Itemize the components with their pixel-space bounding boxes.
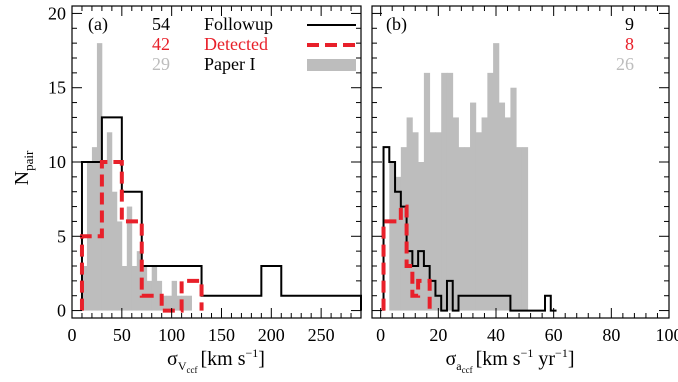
y-tick-label: 0 [57, 301, 66, 321]
panel-a-paper1-bars [81, 43, 192, 311]
paper1-bar [441, 72, 448, 311]
paper1-bar [126, 206, 133, 311]
x-tick-label: 0 [68, 325, 77, 345]
paper1-bar [435, 132, 442, 311]
panel-b: 0 20 40 60 80 100 (b) 9 8 26 σaccf [km s−1 yr−… [371, 5, 678, 375]
x-tick-label: 60 [545, 325, 563, 345]
x-tick-label: 150 [208, 325, 235, 345]
panel-b-count-followup: 9 [625, 14, 634, 34]
x-tick-label: 100 [656, 325, 678, 345]
paper1-bar [475, 132, 482, 311]
x-tick-label: 80 [602, 325, 620, 345]
panel-a-count-detected: 42 [152, 34, 170, 54]
panel-b-x-axis-label: σaccf [km s−1 yr−1] [445, 346, 574, 375]
paper1-bar [493, 43, 500, 311]
paper1-bar [516, 147, 523, 311]
y-tick-label: 15 [48, 78, 66, 98]
paper1-bar [111, 191, 118, 311]
paper1-bar [406, 117, 413, 311]
paper1-bar [487, 72, 494, 311]
paper1-bar [412, 132, 419, 311]
x-tick-label: 100 [158, 325, 185, 345]
paper1-bar [464, 147, 471, 311]
y-tick-label: 20 [48, 3, 66, 23]
y-axis-label: Npair [11, 150, 36, 185]
panel-b-followup-step [382, 146, 557, 312]
paper1-bar [418, 162, 425, 311]
panel-a-label: (a) [88, 14, 108, 35]
paper1-bar [395, 176, 402, 311]
paper1-bar [423, 72, 431, 311]
paper1-bar [151, 266, 158, 311]
paper1-bar [429, 132, 436, 311]
panel-a-count-paper1: 29 [152, 54, 170, 74]
panel-b-count-detected: 8 [625, 34, 634, 54]
paper1-bar [96, 43, 103, 311]
paper1-bar [131, 266, 138, 311]
paper1-bar [81, 266, 88, 311]
paper1-bar [186, 295, 192, 311]
paper1-bar [521, 147, 529, 311]
paper1-bar [498, 102, 506, 311]
paper1-bar [156, 280, 163, 311]
panel-a-ticks [71, 6, 362, 318]
panel-a-detected-step [79, 160, 204, 313]
paper1-bar [101, 162, 108, 311]
panel-a-x-axis-label: σVccf [km s−1] [167, 346, 265, 375]
paper1-bar [106, 132, 113, 311]
paper1-bar [141, 266, 148, 311]
panel-b-detected-step [381, 204, 432, 311]
x-tick-label: 250 [308, 325, 335, 345]
x-tick-label: 200 [258, 325, 285, 345]
paper1-bar [171, 280, 178, 311]
panel-a-x-tick-labels: 0 50 100 150 200 250 [68, 325, 335, 345]
legend-swatch-paper1 [307, 59, 356, 71]
legend-label-paper1: Paper I [204, 54, 255, 74]
y-tick-label: 10 [48, 152, 66, 172]
panel-a-y-tick-labels: 0 5 10 15 20 [48, 3, 66, 320]
panel-a-count-followup: 54 [152, 14, 170, 34]
panel-b-x-tick-labels: 0 20 40 60 80 100 [376, 325, 678, 345]
y-tick-label: 5 [57, 226, 66, 246]
panel-b-ticks [372, 6, 670, 318]
legend-label-detected: Detected [204, 34, 268, 54]
panel-b-count-paper1: 26 [616, 54, 634, 74]
paper1-bar [116, 221, 123, 311]
panel-a: 0 50 100 150 200 250 0 5 10 15 20 (a) 54 42 29 Fo… [11, 3, 362, 375]
paper1-bar [161, 295, 168, 311]
paper1-bar [452, 117, 459, 311]
paper1-bar [510, 87, 517, 311]
x-tick-label: 40 [487, 325, 505, 345]
paper1-bar [91, 147, 98, 311]
panel-b-paper1-bars [389, 43, 529, 311]
panel-b-label: (b) [386, 14, 407, 35]
paper1-bar [470, 102, 477, 311]
paper1-bar [400, 147, 408, 311]
x-tick-label: 50 [113, 325, 131, 345]
paper1-bar [166, 295, 173, 311]
legend-label-followup: Followup [204, 14, 273, 34]
paper1-bar [458, 147, 465, 311]
paper1-bar [481, 117, 488, 311]
paper1-bar [504, 117, 511, 311]
paper1-bar [176, 295, 183, 311]
x-tick-label: 0 [376, 325, 385, 345]
paper1-bar [136, 251, 143, 311]
paper1-bar [446, 72, 454, 311]
paper1-bar [181, 295, 188, 311]
panel-a-followup-step [80, 116, 362, 311]
x-tick-label: 20 [429, 325, 447, 345]
paper1-bar [389, 162, 396, 311]
paper1-bar [121, 266, 128, 311]
